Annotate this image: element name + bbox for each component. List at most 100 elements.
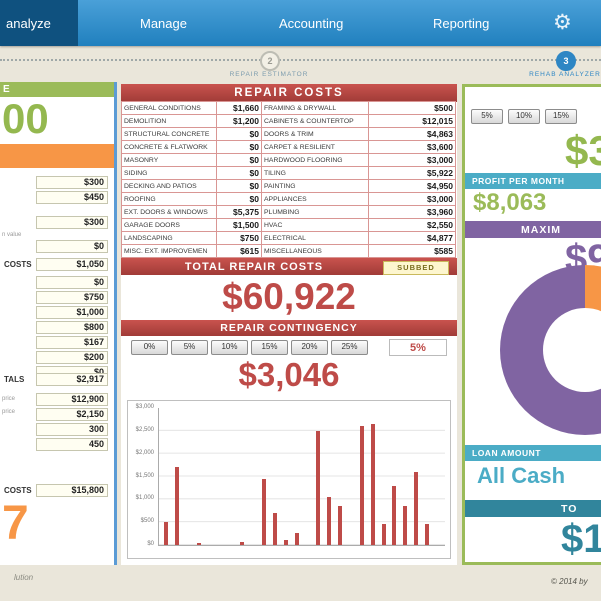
repair-value-cell[interactable]: $3,960 (368, 205, 456, 219)
repair-value-cell[interactable]: $585 (368, 244, 456, 258)
cell-value[interactable]: $200 (36, 351, 108, 364)
chart-bar (261, 478, 266, 545)
chart-bar (327, 497, 332, 545)
cost-rows-group-2: $300 $0 (0, 216, 114, 264)
repair-value-cell[interactable]: $4,863 (368, 127, 456, 141)
cell-value[interactable]: $450 (36, 191, 108, 204)
profit-btn-15[interactable]: 15% (545, 109, 577, 124)
contingency-btn-5[interactable]: 5% (171, 340, 208, 355)
profit-btn-5[interactable]: 5% (471, 109, 503, 124)
subtotal-costs-value[interactable]: $1,050 (36, 258, 108, 271)
subtotal-costs-label-fragment: COSTS (4, 260, 32, 269)
subtotal2-costs-label-fragment: COSTS (4, 486, 32, 495)
purchase-price-header-fragment: E (0, 82, 114, 97)
cell-value[interactable]: $0 (36, 240, 108, 253)
repair-value-cell[interactable]: $4,877 (368, 231, 456, 245)
nav-tab-reporting[interactable]: Reporting (433, 15, 490, 31)
repair-label-cell: PAINTING (261, 179, 369, 193)
repair-value-cell[interactable]: $1,500 (216, 218, 262, 232)
cost-breakdown-donut-chart (500, 265, 601, 435)
repair-value-cell[interactable]: $750 (216, 231, 262, 245)
cell-value[interactable]: $300 (36, 216, 108, 229)
cell-value[interactable]: $0 (36, 276, 108, 289)
nav-tab-accounting[interactable]: Accounting (279, 15, 344, 31)
repair-value-cell[interactable]: $12,015 (368, 114, 456, 128)
repair-value-cell[interactable]: $500 (368, 101, 456, 115)
repair-value-cell[interactable]: $0 (216, 179, 262, 193)
footer-branding-fragment: lution (14, 573, 34, 582)
repair-value-cell[interactable]: $3,000 (368, 153, 456, 167)
chart-bar (414, 471, 419, 545)
repair-costs-panel: REPAIR COSTS GENERAL CONDITIONS $1,660 FRA… (121, 84, 457, 565)
subtotal-costs-row: COSTS $1,050 (0, 258, 114, 271)
step-2-circle[interactable]: 2 (260, 51, 280, 71)
loan-amount-header: LOAN AMOUNT (465, 445, 601, 461)
cell-value[interactable]: $12,900 (36, 393, 108, 406)
repair-value-cell[interactable]: $3,600 (368, 140, 456, 154)
repair-value-cell[interactable]: $2,550 (368, 218, 456, 232)
loan-value-label-fragment: n value (2, 232, 22, 238)
repair-label-cell: EXT. DOORS & WINDOWS (121, 205, 217, 219)
repair-label-cell: DOORS & TRIM (261, 127, 369, 141)
contingency-btn-25[interactable]: 25% (331, 340, 368, 355)
price-label-fragment-2: price (2, 409, 16, 415)
value-row: $300 (0, 216, 114, 229)
value-row: $2,150 (0, 408, 114, 421)
repair-row: CONCRETE & FLATWORK $0 CARPET & RESILIENT $… (121, 140, 456, 154)
repair-value-cell[interactable]: $5,375 (216, 205, 262, 219)
nav-tab-manage[interactable]: Manage (140, 15, 187, 31)
repair-label-cell: ELECTRICAL (261, 231, 369, 245)
repair-value-cell[interactable]: $5,922 (368, 166, 456, 180)
chart-bar (272, 513, 277, 545)
repair-label-cell: CABINETS & COUNTERTOP (261, 114, 369, 128)
total-costs-value-fragment: 7 (2, 497, 29, 550)
subbed-dropdown[interactable]: SUBBED (383, 260, 449, 275)
chart-bar (392, 485, 397, 545)
settings-gear-icon[interactable]: ⚙ (553, 11, 572, 34)
repair-value-cell[interactable]: $0 (216, 127, 262, 141)
profit-per-month-header: PROFIT PER MONTH (465, 173, 601, 189)
value-row: $167 (0, 336, 114, 349)
repair-value-cell[interactable]: $0 (216, 192, 262, 206)
value-row: $200 (0, 351, 114, 364)
repair-label-cell: FRAMING & DRYWALL (261, 101, 369, 115)
cell-value[interactable]: $167 (36, 336, 108, 349)
cell-value[interactable]: $1,000 (36, 306, 108, 319)
bar-chart-plot-area (158, 408, 445, 546)
y-axis-tick-label: $3,000 (135, 404, 154, 410)
cell-value[interactable]: $300 (36, 176, 108, 189)
contingency-btn-10[interactable]: 10% (211, 340, 248, 355)
repair-costs-title: REPAIR COSTS (121, 84, 457, 102)
contingency-btn-20[interactable]: 20% (291, 340, 328, 355)
cell-value[interactable]: 450 (36, 438, 108, 451)
profit-per-month-value: $8,063 (473, 189, 547, 216)
wizard-stepper: 2 REPAIR ESTIMATOR 3 REHAB ANALYZER (0, 46, 601, 82)
repair-value-cell[interactable]: $1,660 (216, 101, 262, 115)
cell-value[interactable]: 300 (36, 423, 108, 436)
total-cash-header-fragment: TO (465, 500, 601, 517)
repair-label-cell: HVAC (261, 218, 369, 232)
contingency-selected-percent[interactable]: 5% (389, 339, 447, 356)
loan-amount-value[interactable]: All Cash (477, 463, 566, 488)
repair-label-cell: DECKING AND PATIOS (121, 179, 217, 193)
repair-value-cell[interactable]: $1,200 (216, 114, 262, 128)
repair-label-cell: GENERAL CONDITIONS (121, 101, 217, 115)
nav-tab-analyze[interactable]: analyze (0, 0, 78, 46)
profit-btn-10[interactable]: 10% (508, 109, 540, 124)
repair-value-cell[interactable]: $3,000 (368, 192, 456, 206)
repair-value-cell[interactable]: $0 (216, 140, 262, 154)
repair-label-cell: SIDING (121, 166, 217, 180)
contingency-btn-15[interactable]: 15% (251, 340, 288, 355)
cell-value[interactable]: $2,150 (36, 408, 108, 421)
cell-value[interactable]: $800 (36, 321, 108, 334)
contingency-btn-0[interactable]: 0% (131, 340, 168, 355)
step-3-circle[interactable]: 3 (556, 51, 576, 71)
cell-value[interactable]: $750 (36, 291, 108, 304)
repair-value-cell[interactable]: $4,950 (368, 179, 456, 193)
repair-value-cell[interactable]: $0 (216, 166, 262, 180)
repair-label-cell: LANDSCAPING (121, 231, 217, 245)
repair-value-cell[interactable]: $0 (216, 153, 262, 167)
repair-value-cell[interactable]: $615 (216, 244, 262, 258)
value-row: $12,900 (0, 393, 114, 406)
total-cash-value-fragment: $1 (561, 517, 601, 561)
